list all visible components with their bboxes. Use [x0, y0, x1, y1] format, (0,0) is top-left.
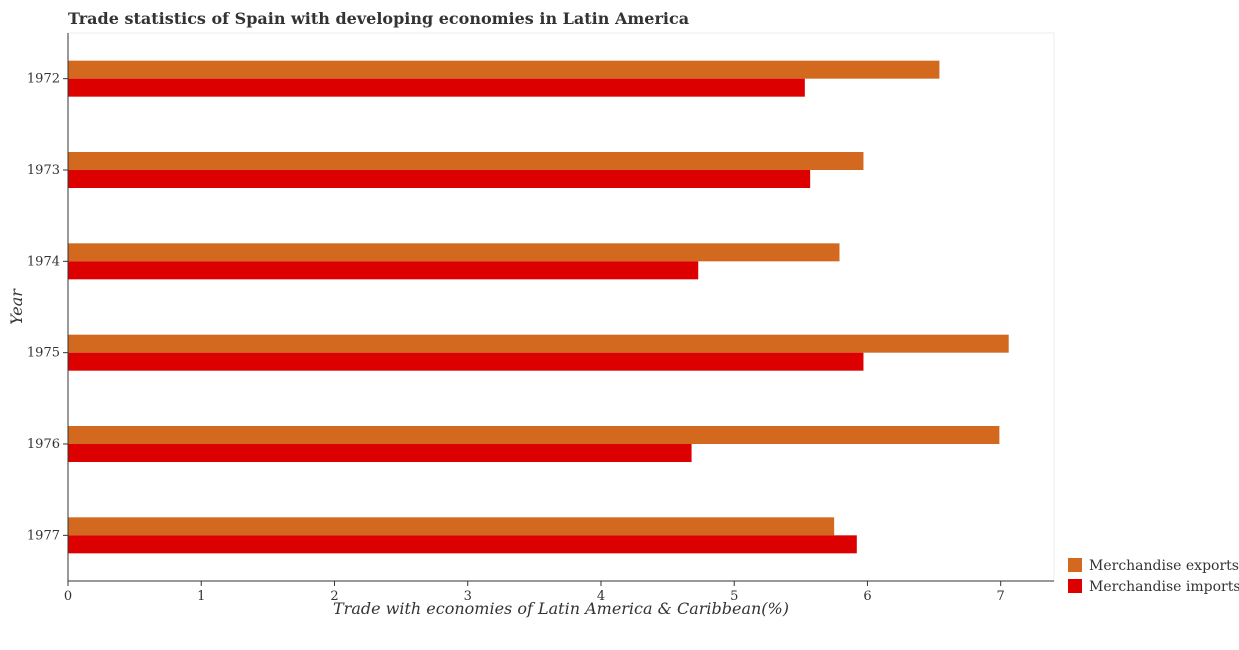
- bar-merchandise-imports-1976: [68, 444, 692, 462]
- y-tick-label: 1977: [27, 528, 60, 543]
- x-tick-label: 5: [730, 589, 738, 604]
- bars: [68, 60, 1009, 554]
- bar-merchandise-imports-1972: [68, 78, 805, 97]
- x-tick-label: 6: [863, 589, 871, 604]
- legend: Merchandise exports Merchandise imports: [1068, 558, 1239, 595]
- x-tick-label: 4: [597, 589, 605, 604]
- x-tick-label: 1: [197, 589, 205, 604]
- x-ticks: 0 1 2 3 4 5 6 7: [64, 581, 1005, 604]
- y-axis-label: Year: [7, 288, 26, 325]
- legend-label: Merchandise imports: [1089, 579, 1239, 595]
- bar-merchandise-imports-1974: [68, 261, 699, 280]
- y-ticks: 1972 1973 1974 1975 1976 1977: [27, 72, 68, 543]
- x-tick-label: 7: [997, 589, 1005, 604]
- bar-merchandise-imports-1977: [68, 535, 857, 554]
- bar-merchandise-exports-1974: [68, 243, 840, 262]
- x-axis-label: Trade with economies of Latin America & …: [333, 599, 789, 618]
- bar-merchandise-exports-1976: [68, 426, 1000, 444]
- chart-title: Trade statistics of Spain with developin…: [68, 9, 689, 28]
- y-tick-label: 1974: [27, 254, 60, 269]
- bar-merchandise-exports-1975: [68, 334, 1009, 353]
- bar-merchandise-imports-1975: [68, 352, 864, 371]
- y-tick-label: 1976: [27, 437, 60, 452]
- y-tick-label: 1973: [27, 163, 60, 178]
- x-tick-label: 2: [330, 589, 338, 604]
- legend-swatch-merchandise-exports: [1068, 558, 1082, 572]
- y-tick-label: 1972: [27, 72, 60, 87]
- x-tick-label: 3: [464, 589, 472, 604]
- legend-label: Merchandise exports: [1089, 558, 1239, 574]
- y-tick-label: 1975: [27, 346, 60, 361]
- plot-area: [67, 32, 1055, 582]
- bar-merchandise-exports-1972: [68, 60, 940, 79]
- x-tick-label: 0: [64, 589, 72, 604]
- bar-merchandise-exports-1973: [68, 152, 864, 170]
- bar-merchandise-exports-1977: [68, 517, 835, 536]
- bar-merchandise-imports-1973: [68, 170, 811, 188]
- legend-swatch-merchandise-imports: [1068, 579, 1082, 593]
